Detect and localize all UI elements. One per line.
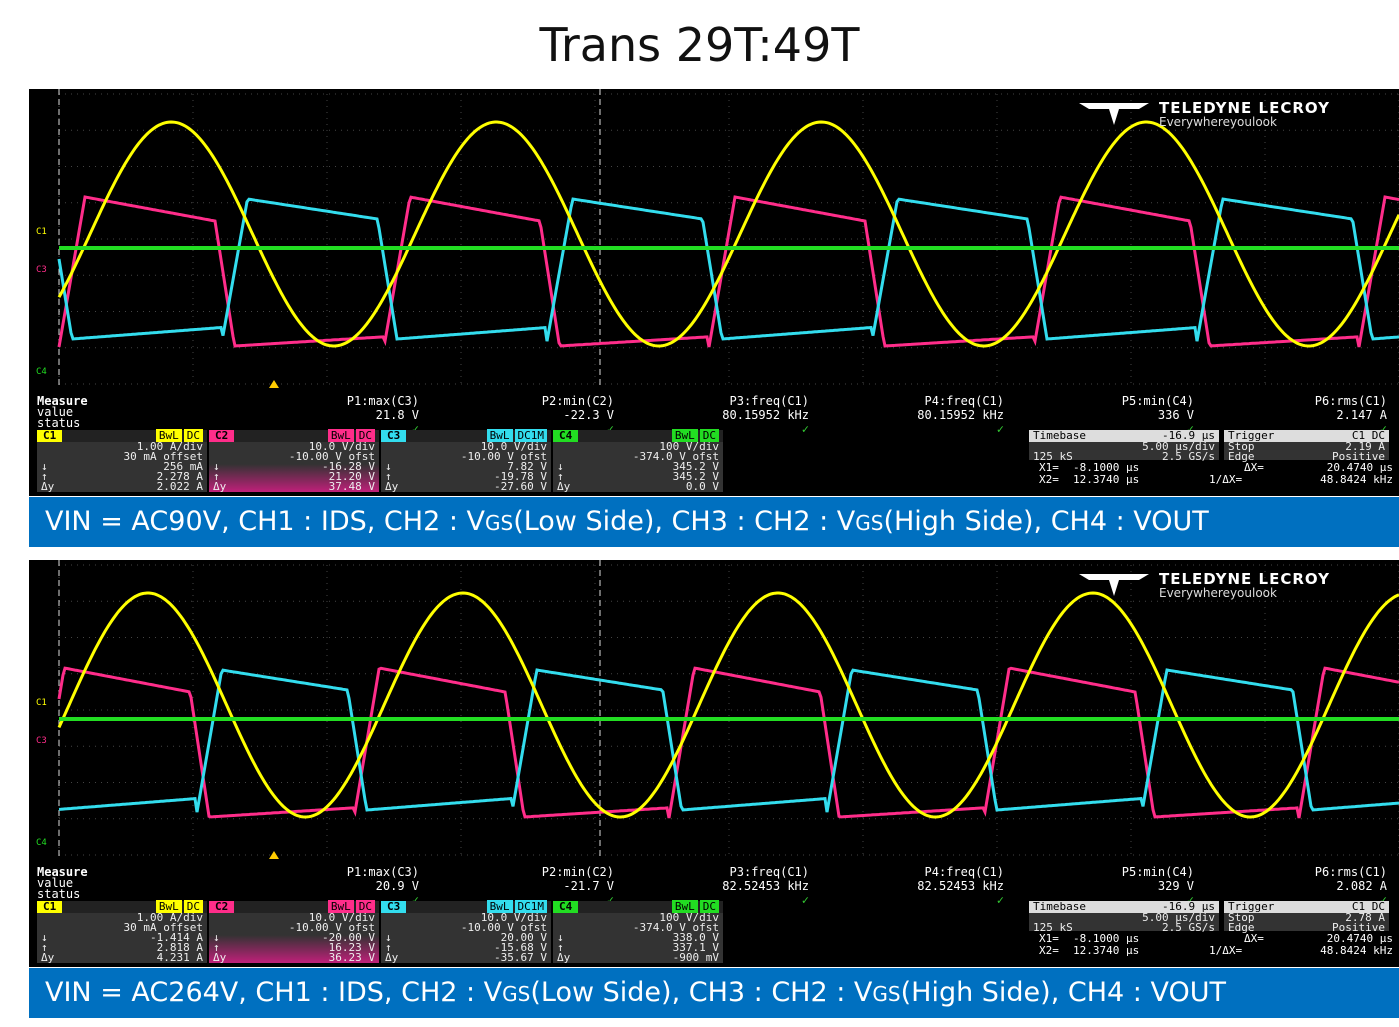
param-value: 329 V xyxy=(1157,879,1194,893)
check-icon: ✓ xyxy=(1379,422,1387,436)
trace-c2 xyxy=(57,666,1399,819)
timebase-box[interactable]: Timebase -16.9 µs 5.00 µs/div 125 kS 2.5 G… xyxy=(1029,901,1219,933)
channel-marker-c4: C4 xyxy=(36,838,47,848)
channel-box-c1[interactable]: C1 BwL DC 1.00 A/div 30 mA offset ↓ -1.414 … xyxy=(37,900,207,963)
param-name: P2:min(C2) xyxy=(541,394,614,408)
param-value: 2.082 A xyxy=(1336,879,1387,893)
param-name: P3:freq(C1) xyxy=(729,394,809,408)
trace-c3 xyxy=(57,197,1399,342)
waveform-area xyxy=(57,560,1399,860)
check-icon: ✓ xyxy=(1186,422,1194,436)
param-name: P1:max(C3) xyxy=(346,865,419,879)
check-icon: ✓ xyxy=(1186,893,1194,907)
param-value: 80.15952 kHz xyxy=(722,408,809,422)
param-name: P6:rms(C1) xyxy=(1314,394,1387,408)
check-icon: ✓ xyxy=(606,422,614,436)
channel-box-c2[interactable]: C2 BwL DC 10.0 V/div -10.00 V ofst ↓ -16.28… xyxy=(209,429,379,492)
trace-c2 xyxy=(57,195,1399,348)
check-icon: ✓ xyxy=(606,893,614,907)
trace-c1 xyxy=(57,591,1399,819)
param-name: P2:min(C2) xyxy=(541,865,614,879)
teledyne-lecroy-logo: TELEDYNE LECROY Everywhereyoulook xyxy=(1049,568,1389,600)
channel-marker-c1: C1 xyxy=(36,698,47,708)
param-value: -22.3 V xyxy=(563,408,614,422)
cursor-readout: X1= -8.1000 µs ΔX= 20.4740 µs X2= 12.3740 µs… xyxy=(1039,461,1393,486)
param-name: P6:rms(C1) xyxy=(1314,865,1387,879)
check-icon: ✓ xyxy=(996,422,1004,436)
channel-box-c3[interactable]: C3 BwL DC1M 10.0 V/div -10.00 V ofst ↓ 20.0… xyxy=(381,900,551,963)
param-value: 80.15952 kHz xyxy=(917,408,1004,422)
trace-c3 xyxy=(58,668,1399,813)
param-value: -21.7 V xyxy=(563,879,614,893)
lecroy-logo-icon xyxy=(1079,574,1149,596)
channel-box-c4[interactable]: C4 BwL DC 100 V/div -374.0 V ofst ↓ 338.0 V… xyxy=(553,900,723,963)
check-icon: ✓ xyxy=(411,422,419,436)
channel-box-c3[interactable]: C3 BwL DC1M 10.0 V/div -10.00 V ofst ↓ 7.82… xyxy=(381,429,551,492)
trigger-marker-icon xyxy=(269,851,279,859)
channel-box-c2[interactable]: C2 BwL DC 10.0 V/div -10.00 V ofst ↓ -20.00… xyxy=(209,900,379,963)
trigger-marker-icon xyxy=(269,380,279,388)
param-name: P4:freq(C1) xyxy=(924,394,1004,408)
channel-marker-c1: C1 xyxy=(36,227,47,237)
caption-banner-ac90v: VIN = AC90V, CH1 : IDS, CH2 : VGS(Low Si… xyxy=(29,497,1399,547)
param-name: P3:freq(C1) xyxy=(729,865,809,879)
channel-box-c1[interactable]: C1 BwL DC 1.00 A/div 30 mA offset ↓ 256 mA … xyxy=(37,429,207,492)
param-value: 82.52453 kHz xyxy=(917,879,1004,893)
param-value: 21.8 V xyxy=(375,408,419,422)
scope-screen-ac264v: TELEDYNE LECROY Everywhereyoulook C1 C3 … xyxy=(29,560,1399,967)
timebase-box[interactable]: Timebase -16.9 µs 5.00 µs/div 125 kS 2.5 G… xyxy=(1029,430,1219,462)
page-title: Trans 29T:49T xyxy=(539,18,860,72)
check-icon: ✓ xyxy=(801,422,809,436)
scope-screen-ac90v: TELEDYNE LECROY Everywhereyoulook C1 C3 … xyxy=(29,89,1399,496)
param-name: P1:max(C3) xyxy=(346,394,419,408)
param-value: 20.9 V xyxy=(375,879,419,893)
measure-table: Measure value status P1:max(C3) 21.8 V ✓ P… xyxy=(37,394,1387,436)
param-name: P4:freq(C1) xyxy=(924,865,1004,879)
measure-table: Measure value status P1:max(C3) 20.9 V ✓ P… xyxy=(37,865,1387,907)
teledyne-lecroy-logo: TELEDYNE LECROY Everywhereyoulook xyxy=(1049,97,1389,129)
param-value: 2.147 A xyxy=(1336,408,1387,422)
param-name: P5:min(C4) xyxy=(1121,394,1194,408)
param-value: 336 V xyxy=(1157,408,1194,422)
param-value: 82.52453 kHz xyxy=(722,879,809,893)
waveform-area xyxy=(57,89,1399,389)
param-name: P5:min(C4) xyxy=(1121,865,1194,879)
check-icon: ✓ xyxy=(1379,893,1387,907)
trigger-box[interactable]: Trigger C1 DC Stop 2.19 A Edge Positive xyxy=(1224,430,1389,462)
channel-box-c4[interactable]: C4 BwL DC 100 V/div -374.0 V ofst ↓ 345.2 V… xyxy=(553,429,723,492)
check-icon: ✓ xyxy=(801,893,809,907)
channel-marker-c3: C3 xyxy=(36,265,47,275)
check-icon: ✓ xyxy=(996,893,1004,907)
caption-banner-ac264v: VIN = AC264V, CH1 : IDS, CH2 : VGS(Low S… xyxy=(29,968,1399,1018)
cursor-readout: X1= -8.1000 µs ΔX= 20.4740 µs X2= 12.3740 µs… xyxy=(1039,932,1393,957)
trace-c1 xyxy=(57,120,1399,348)
channel-marker-c4: C4 xyxy=(36,367,47,377)
channel-marker-c3: C3 xyxy=(36,736,47,746)
check-icon: ✓ xyxy=(411,893,419,907)
trigger-box[interactable]: Trigger C1 DC Stop 2.78 A Edge Positive xyxy=(1224,901,1389,933)
lecroy-logo-icon xyxy=(1079,103,1149,125)
